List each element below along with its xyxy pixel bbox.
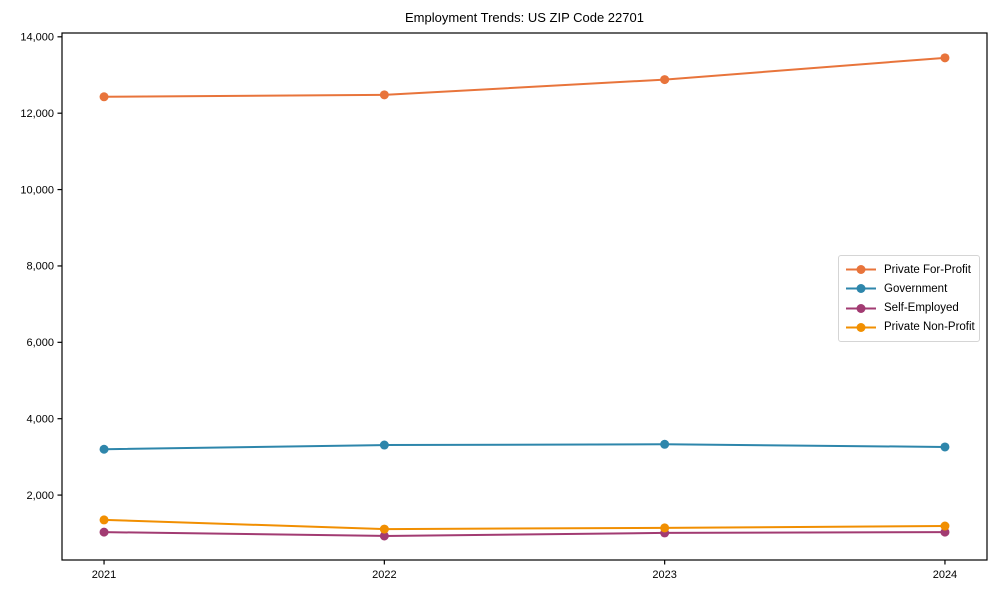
y-axis-tick-label: 2,000 [26, 490, 54, 502]
data-point-private-for-profit-2021 [99, 92, 109, 102]
series-line-self-employed [103, 531, 946, 537]
data-point-private-non-profit-2021 [99, 515, 109, 525]
y-axis-tick-label: 8,000 [26, 261, 54, 273]
chart-title: Employment Trends: US ZIP Code 22701 [405, 10, 644, 25]
legend-item-self-employed: Self-Employed [845, 299, 973, 318]
chart-legend: Private For-Profit Government Self-Employe… [838, 255, 980, 342]
legend-label: Private Non-Profit [884, 321, 975, 334]
data-point-private-for-profit-2024 [940, 53, 950, 63]
data-point-government-2023 [660, 439, 670, 449]
x-axis-tick-label: 2021 [92, 569, 116, 581]
x-axis-tick-label: 2023 [652, 569, 676, 581]
legend-line-marker-icon [846, 322, 876, 332]
series-line-private-non-profit [103, 518, 946, 531]
x-axis-tick-label: 2022 [372, 569, 396, 581]
legend-label: Private For-Profit [884, 263, 971, 276]
data-point-private-non-profit-2023 [660, 523, 670, 533]
plot-frame [61, 32, 988, 561]
data-point-private-non-profit-2024 [940, 521, 950, 531]
data-point-government-2024 [940, 442, 950, 452]
data-point-government-2022 [379, 440, 389, 450]
y-axis-tick-label: 4,000 [26, 414, 54, 426]
legend-label: Self-Employed [884, 302, 959, 315]
y-axis-tick-label: 14,000 [20, 32, 54, 44]
data-point-private-non-profit-2022 [379, 524, 389, 534]
legend-line-marker-icon [846, 303, 876, 313]
y-axis-tick-label: 10,000 [20, 184, 54, 196]
x-axis-tick-label: 2024 [933, 569, 957, 581]
data-point-self-employed-2021 [99, 527, 109, 537]
legend-item-government: Government [845, 279, 973, 298]
data-point-self-employed-2022 [379, 531, 389, 541]
data-point-private-for-profit-2023 [660, 75, 670, 85]
legend-item-private-for-profit: Private For-Profit [845, 260, 973, 279]
data-point-private-for-profit-2022 [379, 90, 389, 100]
legend-line-marker-icon [846, 284, 876, 294]
y-axis-tick-label: 12,000 [20, 108, 54, 120]
series-line-private-for-profit [103, 56, 946, 98]
legend-item-private-non-profit: Private Non-Profit [845, 318, 975, 337]
y-axis-tick-label: 6,000 [26, 337, 54, 349]
legend-label: Government [884, 282, 948, 295]
series-line-government [103, 443, 946, 451]
legend-line-marker-icon [846, 265, 876, 275]
data-point-government-2021 [99, 444, 109, 454]
